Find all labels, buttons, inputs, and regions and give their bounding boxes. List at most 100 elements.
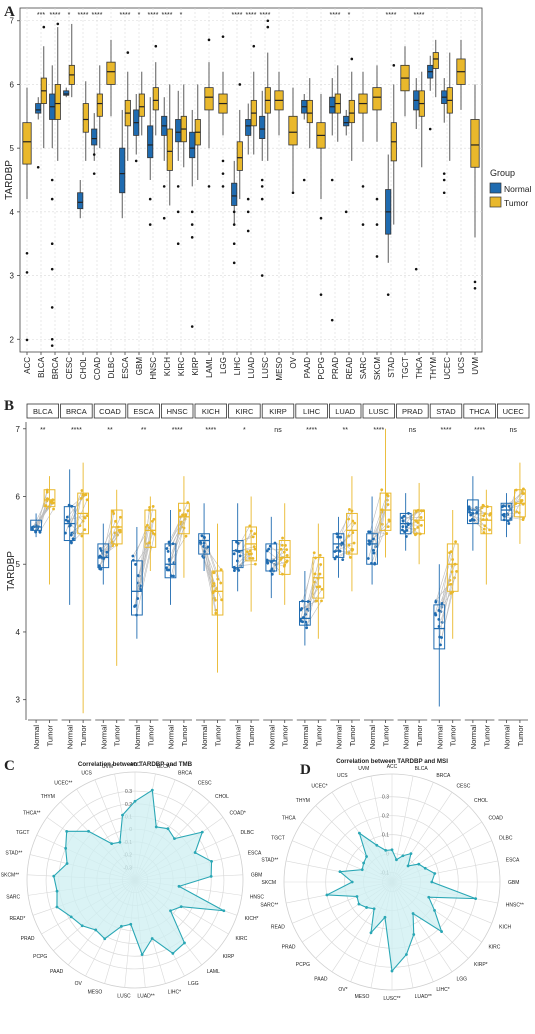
panel-d-category-label: TGCT — [271, 836, 285, 842]
panel-b-point-tumor — [319, 554, 322, 557]
panel-a-outlier — [233, 242, 236, 245]
panel-a-xtick-label: UCS — [457, 357, 466, 374]
panel-a-significance: * — [180, 12, 183, 19]
panel-a-outlier — [26, 252, 29, 255]
panel-a-outlier — [51, 179, 54, 182]
panel-a-significance: **** — [414, 12, 425, 19]
panel-c-point — [87, 830, 90, 833]
panel-b-point-normal — [333, 550, 336, 553]
panel-b-point-normal — [100, 549, 103, 552]
panel-a-outlier — [93, 172, 96, 175]
panel-a-outlier — [320, 293, 323, 296]
panel-b-point-tumor — [146, 524, 149, 527]
panel-c-point — [169, 909, 172, 912]
panel-b-point-tumor — [450, 550, 453, 553]
panel-b-point-normal — [70, 542, 73, 545]
panel-b-point-tumor — [380, 488, 383, 491]
panel-d-category-label: UCEC* — [311, 784, 327, 790]
panel-c-point — [151, 789, 154, 792]
panel-a-outlier — [191, 223, 194, 226]
panel-a-outlier — [443, 191, 446, 194]
panel-a-outlier — [51, 306, 54, 309]
panel-a-tumor-DLBC-box — [107, 62, 115, 84]
panel-d-point — [391, 970, 394, 973]
panel-b-point-normal — [341, 558, 344, 561]
panel-c-point — [65, 830, 68, 833]
panel-d-point — [351, 881, 354, 884]
panel-c-category-label: LUSC — [117, 993, 131, 999]
panel-a-normal-LUAD-box — [246, 119, 251, 135]
panel-a-xtick-label: KIRC — [177, 357, 186, 376]
panel-b-point-normal — [266, 562, 269, 565]
panel-d-category-label: THYM — [296, 798, 310, 804]
panel-a-outlier — [376, 223, 379, 226]
panel-d-category-label: OV* — [338, 987, 347, 993]
panel-b-point-normal — [70, 534, 73, 537]
panel-a-outlier — [233, 223, 236, 226]
panel-a-outlier — [320, 217, 323, 220]
panel-b-point-normal — [401, 525, 404, 528]
panel-b-point-tumor — [388, 518, 391, 521]
panel-b-point-tumor — [387, 525, 390, 528]
panel-b-strip-label: LUSC — [369, 407, 390, 416]
panel-b-xtick-label: Tumor — [348, 724, 357, 746]
panel-b-strip-label: STAD — [436, 407, 456, 416]
panel-c-category-label: BLCA** — [157, 764, 174, 770]
panel-b-point-normal — [468, 511, 471, 514]
panel-a-significance: **** — [386, 12, 397, 19]
panel-a-outlier — [51, 344, 54, 347]
panel-c-point — [151, 937, 154, 940]
panel-a-ytick-label: 4 — [10, 208, 15, 217]
panel-d-category-label: SARC** — [260, 903, 278, 909]
panel-a-xtick-label: STAD — [387, 357, 396, 378]
panel-b-significance: **** — [474, 427, 485, 434]
panel-d-point — [358, 832, 361, 835]
panel-b-significance: **** — [205, 427, 216, 434]
panel-a-outlier — [233, 262, 236, 265]
panel-a-tumor-ACC-box — [23, 123, 31, 164]
panel-c-category-label: READ* — [10, 916, 26, 922]
panel-a-xtick-label: CHOL — [79, 356, 88, 379]
panel-a-ytick-label: 2 — [10, 335, 15, 344]
panel-b-point-normal — [437, 618, 440, 621]
panel-a-outlier — [51, 198, 54, 201]
panel-a-xtick-label: UCEC — [443, 357, 452, 380]
panel-c-point — [183, 942, 186, 945]
panel-b-xtick-label: Tumor — [449, 724, 458, 746]
panel-b-strip-label: BRCA — [66, 407, 87, 416]
panel-a-outlier — [376, 255, 379, 258]
panel-c-point — [171, 952, 174, 955]
panel-b-point-tumor — [85, 493, 88, 496]
panel-b-significance: **** — [306, 427, 317, 434]
panel-a-outlier — [26, 271, 29, 274]
panel-a-significance: **** — [232, 12, 243, 19]
panel-b-point-tumor — [348, 544, 351, 547]
panel-d-ring-label: 0.3 — [382, 795, 389, 801]
panel-b-strip-label: COAD — [99, 407, 121, 416]
panel-a-xtick-label: COAD — [93, 357, 102, 380]
panel-a-significance: **** — [148, 12, 159, 19]
panel-b-point-tumor — [483, 528, 486, 531]
panel-b-point-tumor — [281, 537, 284, 540]
panel-b-point-tumor — [252, 557, 255, 560]
panel-c-category-label: BRCA — [178, 770, 193, 776]
panel-b-pair-line — [338, 511, 352, 537]
panel-c-point — [173, 837, 176, 840]
panel-a-outlier — [261, 274, 264, 277]
panel-b-strip-label: THCA — [469, 407, 489, 416]
panel-b-xtick-label: Normal — [368, 725, 377, 750]
panel-d-point — [326, 894, 329, 897]
panel-a-outlier — [345, 211, 348, 214]
panel-a-outlier — [351, 58, 354, 61]
panel-b-strip-label: KICH — [202, 407, 220, 416]
panel-a-xtick-label: GBM — [135, 357, 144, 376]
panel-c-point — [70, 915, 73, 918]
panel-b-point-tumor — [213, 571, 216, 574]
panel-a-outlier — [233, 211, 236, 214]
panel-a-normal-HNSC-box — [148, 126, 153, 158]
panel-a-outlier — [208, 185, 211, 188]
panel-b-xtick-label: Tumor — [314, 724, 323, 746]
panel-a-outlier — [191, 236, 194, 239]
panel-a-normal-LUSC-box — [260, 116, 265, 138]
panel-b-point-normal — [300, 620, 303, 623]
